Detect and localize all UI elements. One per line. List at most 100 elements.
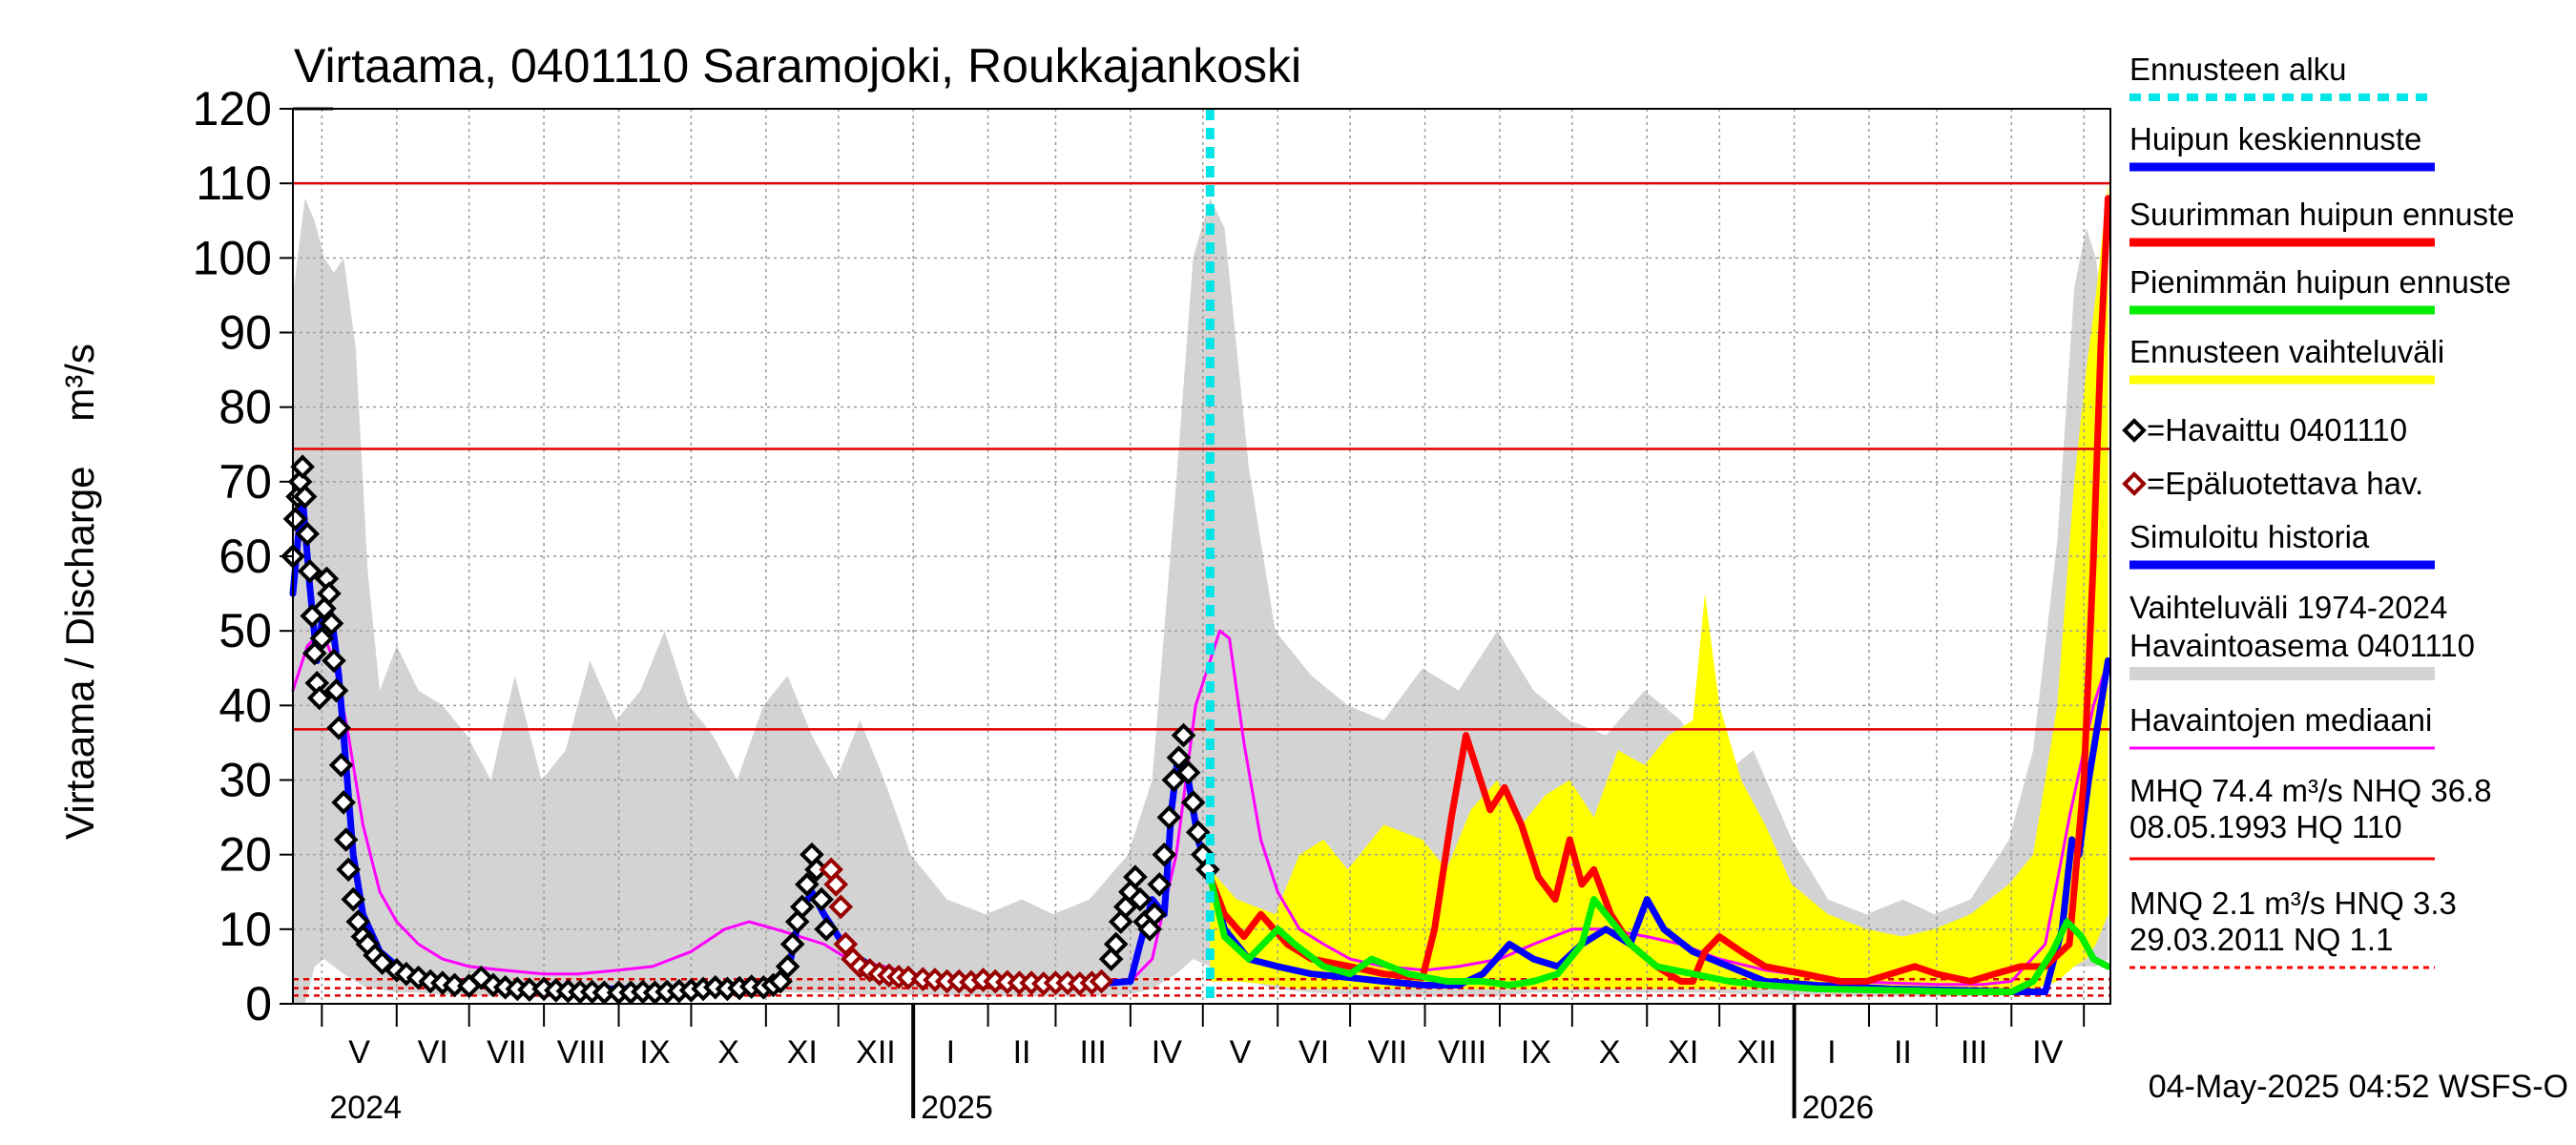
observed-marker-15 bbox=[317, 581, 342, 606]
y-axis-label: Virtaama / Discharge m³/s bbox=[57, 344, 102, 840]
legend-label-6: =Epäluotettava hav. bbox=[2147, 466, 2423, 501]
x-month-label-16: IX bbox=[1521, 1034, 1551, 1071]
y-tick-label-60: 60 bbox=[218, 530, 272, 583]
unreliable-marker-1 bbox=[823, 872, 849, 897]
observed-marker-88 bbox=[1175, 760, 1201, 785]
legend: Ennusteen alku Huipun keskiennuste Suurimm… bbox=[2122, 52, 2515, 969]
observed-marker-70 bbox=[809, 886, 834, 912]
observed-marker-82 bbox=[1147, 872, 1173, 897]
unreliable-marker-26 bbox=[1089, 968, 1114, 994]
observed-marker-20 bbox=[328, 753, 354, 778]
observed-marker-78 bbox=[1128, 886, 1153, 912]
x-month-label-0: V bbox=[348, 1034, 370, 1071]
legend-label2-10: 08.05.1993 HQ 110 bbox=[2129, 809, 2402, 844]
observed-marker-21 bbox=[331, 790, 356, 815]
y-tick-label-0: 0 bbox=[245, 977, 272, 1030]
x-month-label-6: XI bbox=[787, 1034, 818, 1071]
legend-label2-8: Havaintoasema 0401110 bbox=[2129, 628, 2475, 663]
legend-label-0: Ennusteen alku bbox=[2129, 52, 2347, 87]
x-month-label-18: XI bbox=[1668, 1034, 1698, 1071]
x-month-label-19: XII bbox=[1737, 1034, 1777, 1071]
observed-marker-18 bbox=[323, 677, 349, 703]
x-month-label-4: IX bbox=[639, 1034, 670, 1071]
observed-marker-84 bbox=[1156, 804, 1182, 830]
legend-label-2: Suurimman huipun ennuste bbox=[2129, 197, 2515, 232]
x-year-label-2: 2026 bbox=[1802, 1090, 1875, 1126]
legend-label-3: Pienimmän huipun ennuste bbox=[2129, 264, 2511, 300]
band-1 bbox=[1210, 183, 2109, 993]
observed-marker-7 bbox=[297, 558, 322, 584]
observed-marker-87 bbox=[1171, 722, 1196, 748]
observed-marker-85 bbox=[1161, 767, 1187, 793]
unreliable-marker-10 bbox=[896, 965, 921, 990]
y-tick-label-110: 110 bbox=[196, 156, 272, 210]
legend-label-7: Simuloitu historia bbox=[2129, 519, 2370, 554]
x-month-label-10: III bbox=[1079, 1034, 1106, 1071]
observed-marker-16 bbox=[319, 611, 344, 636]
y-tick-label-30: 30 bbox=[218, 754, 272, 807]
x-month-label-7: XII bbox=[856, 1034, 896, 1071]
unreliable-marker-2 bbox=[828, 894, 854, 920]
observed-marker-22 bbox=[333, 827, 359, 852]
observed-marker-24 bbox=[341, 886, 366, 912]
observed-marker-4 bbox=[290, 454, 315, 480]
x-month-label-8: I bbox=[946, 1034, 955, 1071]
unreliable-marker-3 bbox=[833, 931, 859, 957]
x-year-label-0: 2024 bbox=[329, 1090, 402, 1126]
x-month-label-5: X bbox=[717, 1034, 739, 1071]
observed-marker-11 bbox=[307, 685, 332, 711]
legend-label-9: Havaintojen mediaani bbox=[2129, 702, 2432, 738]
observed-marker-81 bbox=[1142, 902, 1167, 927]
observed-marker-6 bbox=[295, 521, 321, 547]
variation-bands bbox=[293, 183, 2109, 1005]
observed-marker-29 bbox=[369, 950, 395, 975]
legend-label-8: Vaihteluväli 1974-2024 bbox=[2129, 590, 2447, 625]
x-month-label-12: V bbox=[1230, 1034, 1252, 1071]
observation-markers bbox=[280, 454, 1220, 1006]
y-tick-label-40: 40 bbox=[218, 678, 272, 732]
x-month-label-11: IV bbox=[1152, 1034, 1182, 1071]
y-tick-label-20: 20 bbox=[218, 828, 272, 882]
x-month-label-9: II bbox=[1013, 1034, 1031, 1071]
y-tick-label-90: 90 bbox=[218, 306, 272, 360]
legend-label2-11: 29.03.2011 NQ 1.1 bbox=[2129, 922, 2393, 957]
x-month-label-22: III bbox=[1961, 1034, 1987, 1071]
observed-marker-71 bbox=[814, 917, 839, 942]
observed-marker-63 bbox=[775, 954, 800, 979]
observed-marker-9 bbox=[301, 640, 327, 666]
x-month-label-21: II bbox=[1894, 1034, 1912, 1071]
x-month-label-3: VIII bbox=[557, 1034, 606, 1071]
y-tick-label-70: 70 bbox=[218, 455, 272, 509]
series-line-4 bbox=[1206, 873, 2111, 995]
observed-marker-67 bbox=[795, 872, 820, 897]
legend-label-5: =Havaittu 0401110 bbox=[2147, 412, 2407, 448]
legend-marker-5 bbox=[2122, 418, 2147, 443]
observed-marker-12 bbox=[309, 626, 335, 651]
observed-marker-86 bbox=[1166, 745, 1192, 770]
x-year-label-1: 2025 bbox=[921, 1090, 993, 1126]
observed-marker-5 bbox=[292, 484, 318, 510]
legend-label-10: MHQ 74.4 m³/s NHQ 36.8 bbox=[2129, 773, 2492, 808]
x-month-label-23: IV bbox=[2032, 1034, 2063, 1071]
y-tick-label-50: 50 bbox=[218, 604, 272, 657]
observed-marker-66 bbox=[789, 894, 815, 920]
x-month-label-2: VII bbox=[487, 1034, 527, 1071]
observed-marker-73 bbox=[1103, 931, 1129, 957]
legend-label-4: Ennusteen vaihteluväli bbox=[2129, 334, 2444, 369]
observed-marker-83 bbox=[1152, 842, 1177, 867]
legend-marker-6 bbox=[2122, 471, 2147, 496]
y-tick-label-10: 10 bbox=[218, 903, 272, 956]
observed-marker-1 bbox=[282, 507, 308, 531]
x-month-label-15: VIII bbox=[1438, 1034, 1486, 1071]
chart-title: Virtaama, 0401110 Saramojoki, Roukkajank… bbox=[294, 39, 1301, 93]
x-month-label-1: VI bbox=[418, 1034, 448, 1071]
y-tick-label-120: 120 bbox=[193, 82, 272, 135]
x-month-label-13: VI bbox=[1298, 1034, 1329, 1071]
legend-label-1: Huipun keskiennuste bbox=[2129, 121, 2421, 156]
grid-lines bbox=[293, 108, 2110, 1004]
legend-label-11: MNQ 2.1 m³/s HNQ 3.3 bbox=[2129, 885, 2457, 921]
observed-marker-19 bbox=[326, 715, 351, 740]
observed-marker-64 bbox=[779, 931, 805, 957]
